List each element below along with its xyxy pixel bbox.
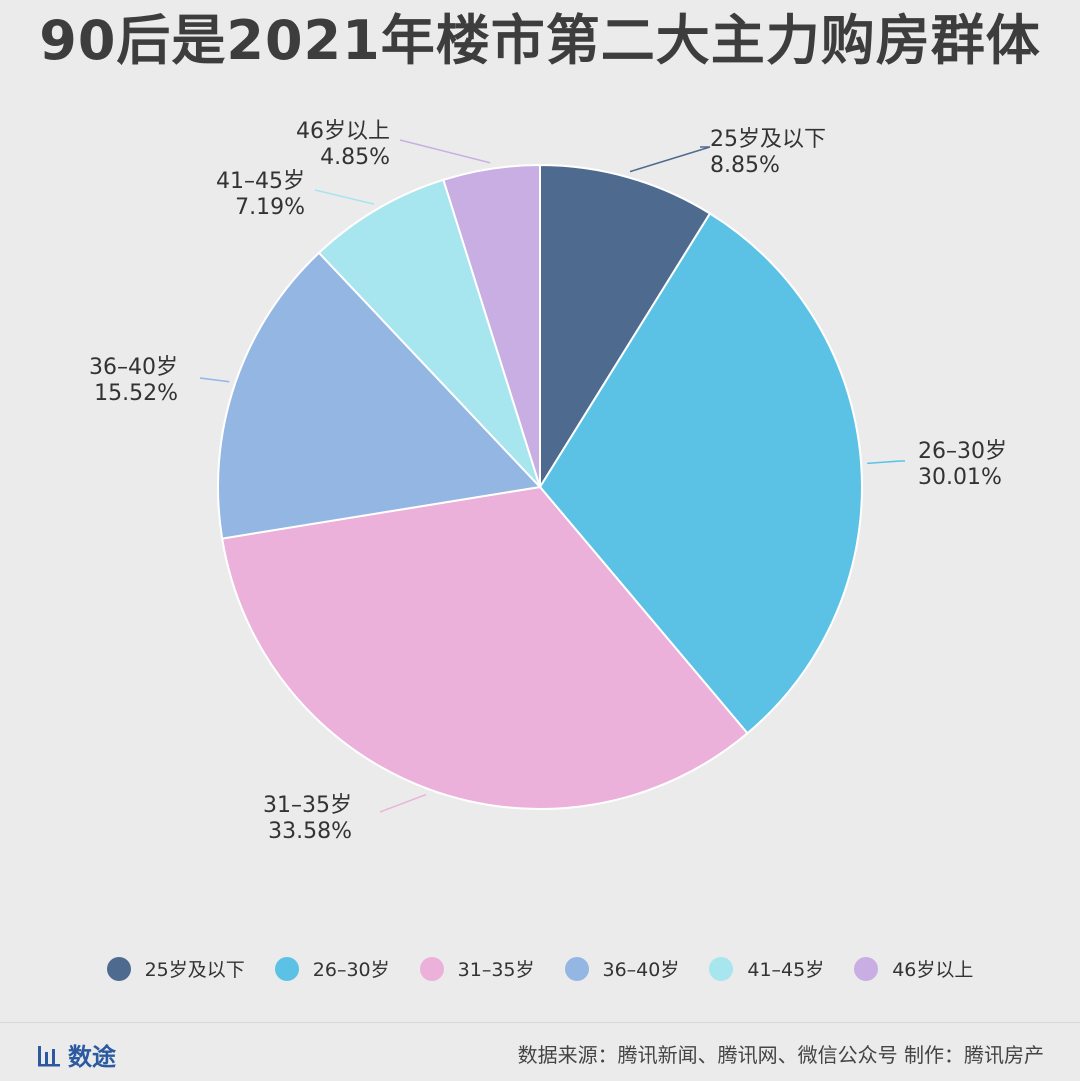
slice-label-value-5: 7.19% [235,195,305,220]
legend-swatch-6 [854,956,879,981]
slice-label-category-1: 25岁及以下 [710,127,826,152]
leader-line-2 [867,460,905,465]
data-source: 数据来源：腾讯新闻、腾讯网、微信公众号 制作：腾讯房产 [517,1043,1044,1067]
pie-slice-6 [442,163,541,488]
legend-label-3: 31–35岁 [457,959,535,981]
slice-label-value-3: 33.58% [268,819,352,844]
leader-line-3 [379,793,427,813]
leader-line-5 [314,189,375,205]
legend-swatch-2 [274,956,299,981]
pie-slices [217,163,863,810]
footer: 数途 数据来源：腾讯新闻、腾讯网、微信公众号 制作：腾讯房产 [0,1022,1080,1081]
legend-item-1: 25岁及以下 [106,955,245,982]
slice-label-category-3: 31–35岁 [263,793,352,818]
pie-slice-3 [221,485,749,810]
leader-lines [199,139,905,813]
logo: 数途 [36,1037,116,1072]
legend-label-1: 25岁及以下 [144,959,245,981]
legend-label-5: 41–45岁 [747,959,825,981]
slice-label-value-4: 15.52% [94,381,178,406]
legend-swatch-3 [419,956,444,981]
pie-slice-5 [317,178,541,488]
slice-label-value-6: 4.85% [320,145,390,170]
chart-title: 90后是2021年楼市第二大主力购房群体 [39,9,1041,72]
logo-text: 数途 [68,1043,116,1071]
legend-label-6: 46岁以上 [892,959,974,981]
legend-item-6: 46岁以上 [854,955,973,982]
pie-slice-2 [538,212,863,735]
leader-line-6 [399,139,491,164]
slice-label-category-2: 26–30岁 [918,439,1007,464]
legend-swatch-1 [106,956,131,981]
legend-swatch-5 [709,956,734,981]
legend-label-2: 26–30岁 [312,959,390,981]
bar-chart-icon [38,1045,60,1066]
legend-item-5: 41–45岁 [709,955,824,982]
legend-label-4: 36–40岁 [602,959,680,981]
leader-line-4 [199,377,230,383]
legend-item-2: 26–30岁 [274,955,390,982]
legend-swatch-4 [564,956,589,981]
pie-slice-4 [217,251,543,540]
slice-label-value-2: 30.01% [918,465,1002,490]
legend-item-3: 31–35岁 [419,955,535,982]
slice-label-category-5: 41–45岁 [216,169,305,194]
legend: 25岁及以下 26–30岁 31–35岁 36–40岁 41–45岁 46岁以上 [0,955,1080,982]
leader-line-1 [629,146,711,173]
legend-item-4: 36–40岁 [564,955,680,982]
slice-label-value-1: 8.85% [710,153,780,178]
pie-slice-1 [539,163,712,491]
slice-label-category-4: 36–40岁 [89,355,178,380]
slice-label-category-6: 46岁以上 [296,119,390,144]
